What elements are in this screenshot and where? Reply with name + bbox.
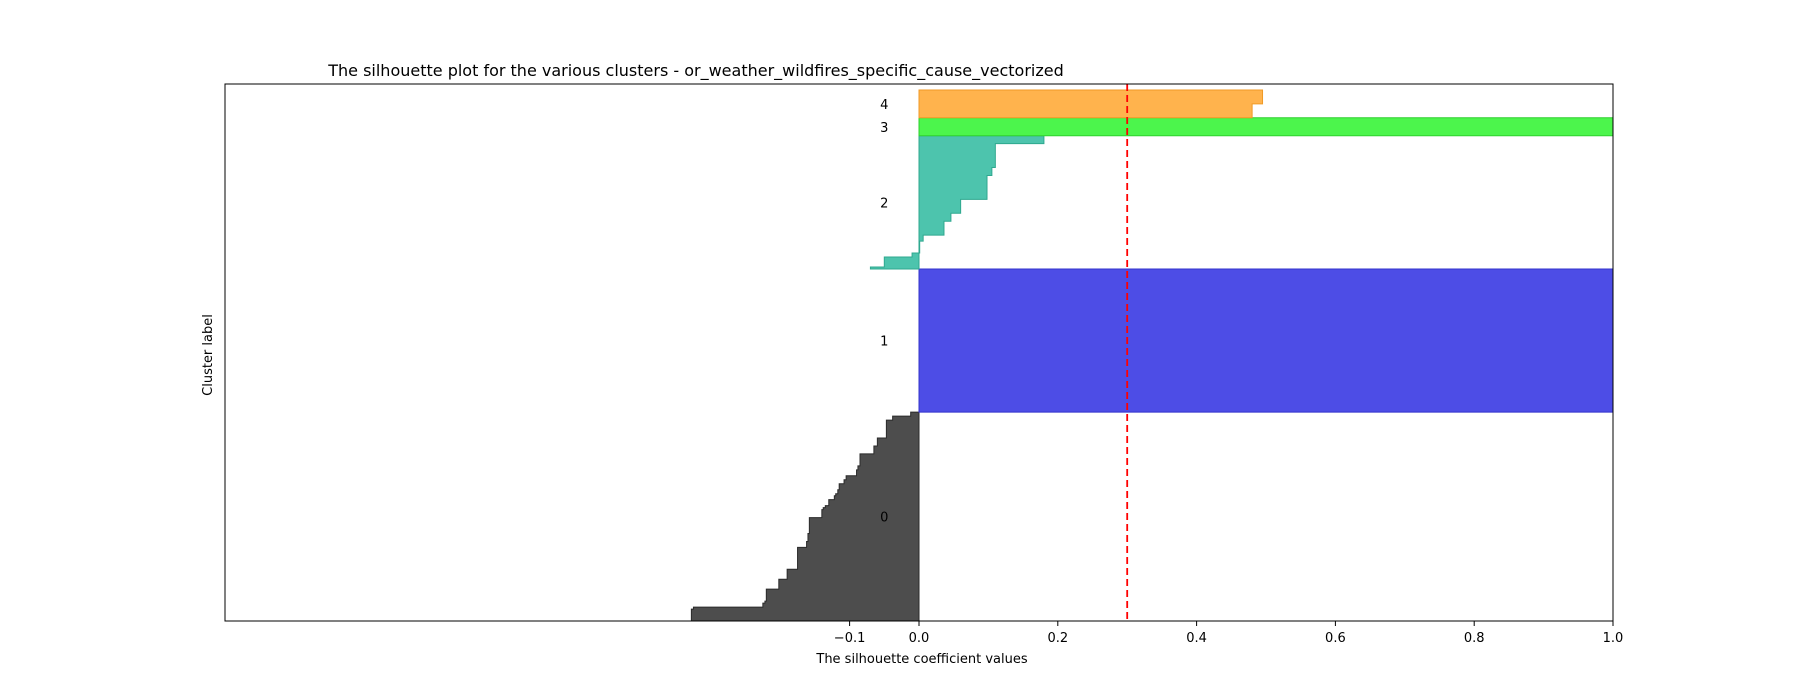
cluster-label-0: 0 [880,511,888,526]
x-axis-ticks: −0.1 0.0 0.2 0.4 0.6 0.8 1.0 [834,621,1624,646]
x-tick-label: −0.1 [834,631,866,646]
x-tick-label: 1.0 [1603,631,1624,646]
cluster-4-silhouette [918,89,1264,119]
x-tick-label: 0.6 [1325,631,1346,646]
cluster-label-4: 4 [880,98,888,113]
x-tick-label: 0.4 [1186,631,1207,646]
cluster-label-2: 2 [880,196,888,211]
x-tick-label: 0.0 [909,631,930,646]
plot-area [224,83,1614,622]
y-axis-label: Cluster label [201,314,216,396]
cluster-labels: 0 1 2 3 4 [880,98,888,526]
x-tick-label: 0.2 [1047,631,1068,646]
chart-title: The silhouette plot for the various clus… [327,61,1064,81]
cluster-1-silhouette [918,268,1613,413]
x-tick-label: 0.8 [1464,631,1485,646]
x-axis-label: The silhouette coefficient values [815,652,1027,667]
cluster-label-1: 1 [880,335,888,350]
cluster-2-silhouette [869,135,1045,270]
cluster-0-silhouette [690,411,920,621]
cluster-3-silhouette [918,117,1613,137]
cluster-label-3: 3 [880,121,888,136]
